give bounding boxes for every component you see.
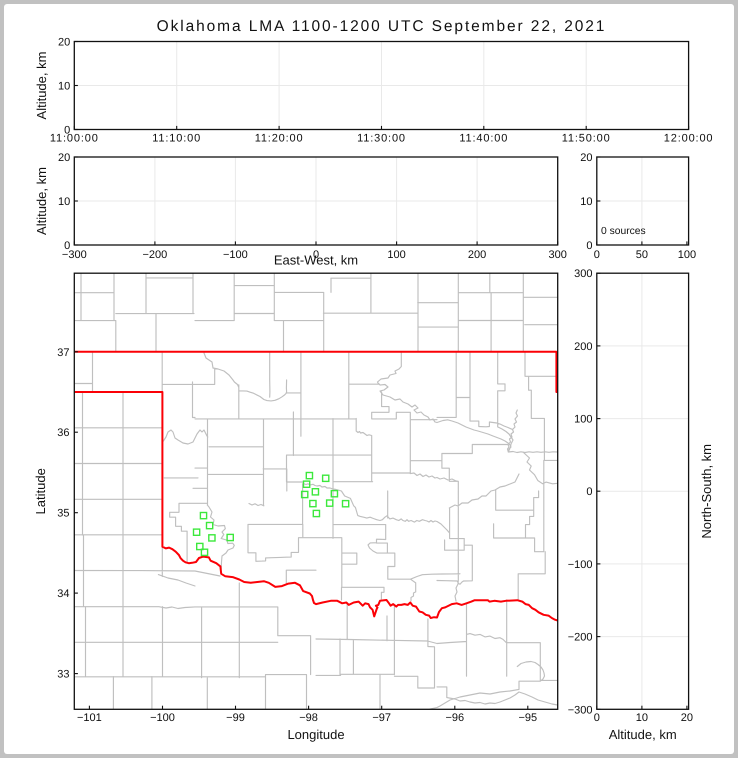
svg-text:100: 100: [387, 249, 405, 261]
svg-text:Altitude, km: Altitude, km: [34, 167, 49, 235]
svg-text:0 sources: 0 sources: [601, 226, 646, 237]
svg-text:11:30:00: 11:30:00: [357, 132, 406, 144]
svg-text:−200: −200: [568, 632, 593, 644]
svg-text:−101: −101: [77, 712, 102, 724]
svg-text:Altitude, km: Altitude, km: [34, 52, 49, 120]
svg-text:−95: −95: [518, 712, 537, 724]
svg-text:East-West, km: East-West, km: [274, 252, 358, 267]
svg-text:North-South, km: North-South, km: [699, 444, 714, 539]
svg-text:0: 0: [594, 249, 600, 261]
svg-text:12:00:00: 12:00:00: [664, 132, 714, 144]
svg-text:0: 0: [64, 240, 70, 252]
svg-text:36: 36: [57, 427, 69, 439]
svg-text:200: 200: [468, 249, 486, 261]
svg-text:100: 100: [574, 414, 592, 426]
svg-text:Longitude: Longitude: [287, 727, 344, 742]
svg-text:100: 100: [678, 249, 696, 261]
svg-text:−98: −98: [299, 712, 318, 724]
svg-text:20: 20: [681, 712, 693, 724]
svg-text:−300: −300: [62, 249, 87, 261]
svg-text:11:00:00: 11:00:00: [50, 132, 99, 144]
svg-text:11:20:00: 11:20:00: [255, 132, 304, 144]
svg-text:200: 200: [574, 341, 592, 353]
svg-text:300: 300: [549, 249, 567, 261]
svg-text:0: 0: [64, 125, 70, 137]
svg-text:−100: −100: [223, 249, 248, 261]
svg-text:10: 10: [636, 712, 648, 724]
svg-text:−97: −97: [372, 712, 391, 724]
svg-text:300: 300: [574, 268, 592, 280]
svg-text:−99: −99: [226, 712, 245, 724]
svg-text:−300: −300: [568, 704, 593, 716]
svg-text:10: 10: [580, 196, 592, 208]
svg-text:11:40:00: 11:40:00: [459, 132, 508, 144]
svg-text:34: 34: [57, 588, 69, 600]
svg-text:0: 0: [594, 712, 600, 724]
svg-text:10: 10: [58, 196, 70, 208]
svg-text:Latitude: Latitude: [33, 468, 48, 514]
svg-text:20: 20: [58, 37, 70, 49]
svg-text:33: 33: [57, 669, 69, 681]
svg-text:10: 10: [58, 81, 70, 93]
svg-text:35: 35: [57, 508, 69, 520]
svg-text:−100: −100: [150, 712, 175, 724]
svg-text:Altitude, km: Altitude, km: [609, 727, 677, 742]
svg-text:20: 20: [58, 152, 70, 164]
svg-text:−100: −100: [568, 559, 593, 571]
svg-text:0: 0: [586, 240, 592, 252]
svg-text:0: 0: [586, 486, 592, 498]
svg-text:0: 0: [313, 249, 319, 261]
svg-text:20: 20: [580, 152, 592, 164]
svg-text:−96: −96: [445, 712, 464, 724]
svg-text:−200: −200: [143, 249, 168, 261]
svg-text:37: 37: [57, 347, 69, 359]
svg-text:Oklahoma LMA 1100-1200 UTC Sep: Oklahoma LMA 1100-1200 UTC September 22,…: [157, 18, 607, 35]
svg-text:11:10:00: 11:10:00: [152, 132, 201, 144]
svg-text:50: 50: [636, 249, 648, 261]
svg-text:11:50:00: 11:50:00: [562, 132, 611, 144]
